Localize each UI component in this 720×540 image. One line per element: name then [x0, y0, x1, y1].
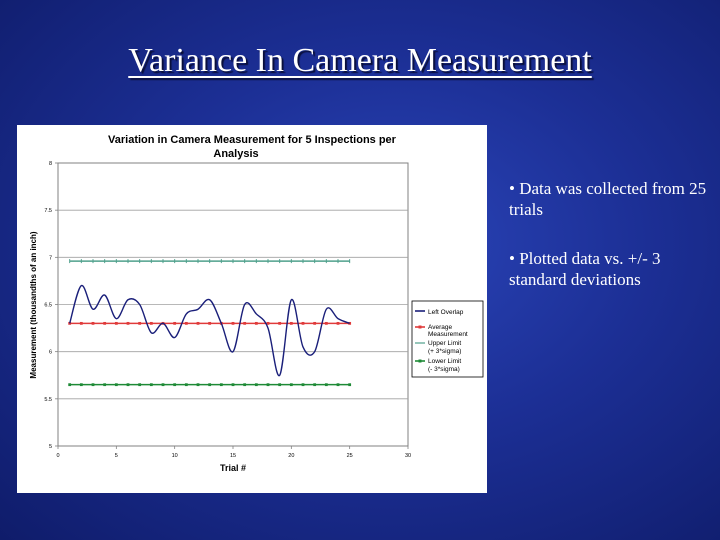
- bullet-list: • Data was collected from 25 trials • Pl…: [509, 178, 709, 318]
- point-average-measurement-19: [278, 321, 282, 325]
- x-axis-label: Trial #: [220, 463, 246, 473]
- point-lower-limit-3-sigma-19: [278, 383, 282, 387]
- point-average-measurement-20: [289, 321, 293, 325]
- point-lower-limit-3-sigma-10: [173, 383, 177, 387]
- x-tick-label-1: 5: [115, 453, 118, 459]
- point-average-measurement-15: [231, 321, 235, 325]
- point-average-measurement-23: [324, 321, 328, 325]
- point-average-measurement-13: [208, 321, 212, 325]
- point-lower-limit-3-sigma-23: [324, 383, 328, 387]
- point-lower-limit-3-sigma-2: [79, 383, 83, 387]
- point-lower-limit-3-sigma-9: [161, 383, 165, 387]
- point-lower-limit-3-sigma-24: [336, 383, 340, 387]
- point-lower-limit-3-sigma-8: [149, 383, 153, 387]
- point-lower-limit-3-sigma-22: [313, 383, 317, 387]
- y-tick-label-1: 7.5: [44, 208, 52, 214]
- grid-layer: [58, 209, 408, 400]
- y-tick-label-0: 8: [49, 161, 52, 167]
- point-lower-limit-3-sigma-4: [103, 383, 107, 387]
- point-average-measurement-5: [114, 321, 118, 325]
- point-lower-limit-3-sigma-15: [231, 383, 235, 387]
- legend-marker-average: [418, 325, 422, 329]
- legend-label-average-1: Average: [428, 324, 452, 331]
- point-lower-limit-3-sigma-17: [254, 383, 258, 387]
- point-average-measurement-6: [126, 321, 130, 325]
- x-tick-label-5: 25: [347, 453, 353, 459]
- point-average-measurement-10: [173, 321, 177, 325]
- legend-label-lower-1: Lower Limit: [428, 358, 461, 365]
- point-average-measurement-2: [79, 321, 83, 325]
- point-average-measurement-1: [68, 321, 72, 325]
- point-average-measurement-21: [301, 321, 305, 325]
- point-lower-limit-3-sigma-20: [289, 383, 293, 387]
- point-lower-limit-3-sigma-13: [208, 383, 212, 387]
- x-tick-label-3: 15: [230, 453, 236, 459]
- bullet-item-trials: • Data was collected from 25 trials: [509, 179, 707, 219]
- x-tick-label-0: 0: [56, 453, 59, 459]
- point-average-measurement-12: [196, 321, 200, 325]
- point-lower-limit-3-sigma-3: [91, 383, 95, 387]
- chart-title-line-1: Variation in Camera Measurement for 5 In…: [108, 134, 397, 146]
- point-lower-limit-3-sigma-18: [266, 383, 270, 387]
- bullet-item-sigma: • Plotted data vs. +/- 3 standard deviat…: [509, 249, 661, 289]
- legend-box: [411, 300, 484, 378]
- point-average-measurement-16: [243, 321, 247, 325]
- point-lower-limit-3-sigma-16: [243, 383, 247, 387]
- y-axis-label: Measurement (thousandths of an inch): [29, 231, 38, 378]
- point-lower-limit-3-sigma-6: [126, 383, 130, 387]
- point-lower-limit-3-sigma-5: [114, 383, 118, 387]
- x-tick-label-6: 30: [405, 453, 411, 459]
- point-lower-limit-3-sigma-7: [138, 383, 142, 387]
- legend-marker-lower: [418, 359, 422, 363]
- chart-panel: Variation in Camera Measurement for 5 In…: [17, 125, 487, 493]
- point-lower-limit-3-sigma-14: [219, 383, 223, 387]
- point-average-measurement-8: [149, 321, 153, 325]
- series-layer: [68, 259, 352, 387]
- point-average-measurement-18: [266, 321, 270, 325]
- point-average-measurement-17: [254, 321, 258, 325]
- chart-svg: Variation in Camera Measurement for 5 In…: [29, 134, 484, 473]
- y-tick-label-5: 5.5: [44, 397, 52, 403]
- point-average-measurement-4: [103, 321, 107, 325]
- x-tick-label-4: 20: [288, 453, 294, 459]
- point-lower-limit-3-sigma-11: [184, 383, 188, 387]
- y-tick-label-4: 6: [49, 350, 52, 356]
- y-tick-label-3: 6.5: [44, 303, 52, 309]
- legend-label-left-overlap: Left Overlap: [428, 309, 464, 316]
- point-average-measurement-7: [138, 321, 142, 325]
- legend-label-average-2: Measurement: [428, 331, 468, 338]
- y-tick-label-2: 7: [49, 255, 52, 261]
- legend: Left Overlap Average Measurement Upper L…: [411, 300, 484, 378]
- axis-layer: 87.576.565.550 5 10 15 20 25 30: [44, 161, 411, 459]
- point-average-measurement-3: [91, 321, 95, 325]
- point-average-measurement-24: [336, 321, 340, 325]
- legend-label-lower-2: (- 3*sigma): [428, 366, 460, 373]
- series-line-left-overlap: [68, 284, 350, 376]
- point-lower-limit-3-sigma-25: [348, 383, 352, 387]
- point-lower-limit-3-sigma-1: [68, 383, 72, 387]
- chart-title-line-2: Analysis: [213, 148, 258, 160]
- point-average-measurement-22: [313, 321, 317, 325]
- point-lower-limit-3-sigma-21: [301, 383, 305, 387]
- point-average-measurement-11: [184, 321, 188, 325]
- slide-title: Variance In Camera Measurement: [128, 42, 592, 79]
- x-tick-label-2: 10: [172, 453, 178, 459]
- y-tick-label-6: 5: [49, 444, 52, 450]
- legend-label-upper-2: (+ 3*sigma): [428, 348, 461, 355]
- point-lower-limit-3-sigma-12: [196, 383, 200, 387]
- legend-label-upper-1: Upper Limit: [428, 340, 461, 347]
